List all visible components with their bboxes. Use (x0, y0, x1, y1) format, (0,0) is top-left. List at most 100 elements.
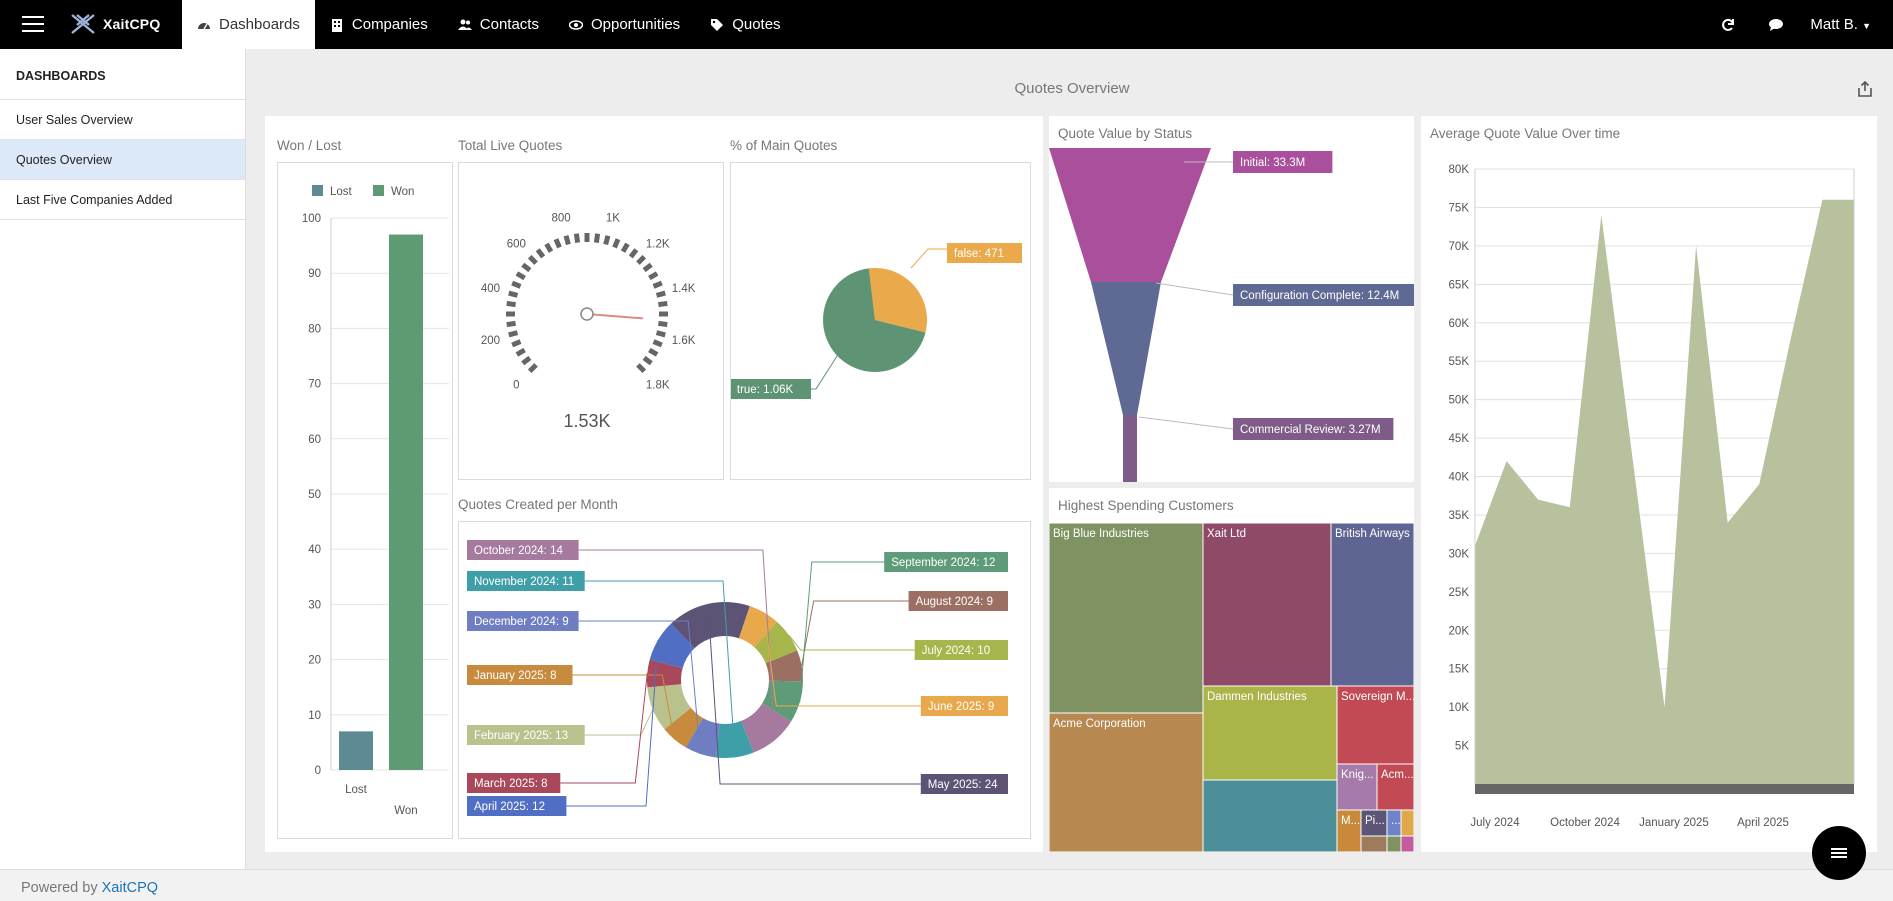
y-tick-label: 60K (1449, 318, 1470, 330)
donut-label: November 2024: 11 (474, 576, 574, 588)
sidebar-item-user-sales-overview[interactable]: User Sales Overview (0, 100, 245, 140)
funnel-label-box (1233, 151, 1333, 173)
app-name: XaitCPQ (103, 16, 161, 32)
donut-label: April 2025: 12 (474, 801, 545, 813)
y-tick-label: 20K (1449, 625, 1470, 637)
footer-link[interactable]: XaitCPQ (101, 880, 159, 896)
gauge-scale-segment (620, 242, 630, 253)
menu-icon[interactable] (22, 16, 44, 32)
per-month-chart: July 2024: 10 August 2024: 9 September 202… (458, 521, 1031, 839)
xait-logo-icon (71, 14, 95, 34)
eye-icon (568, 19, 583, 30)
donut-label: December 2024: 9 (474, 616, 569, 628)
donut-leader-line (788, 634, 915, 651)
treemap-label: British Airways (1335, 528, 1410, 540)
gauge-tick-label: 600 (507, 238, 526, 250)
y-tick-label: 35K (1449, 510, 1470, 522)
user-name: Matt B. (1810, 16, 1858, 33)
won-lost-svg: Lost Won 0 10 20 30 40 50 60 70 80 90 100 Lost Won (302, 185, 449, 817)
bar-lost (339, 731, 373, 770)
y-tick-label: 50 (308, 489, 321, 501)
gauge-tick-label: 200 (481, 335, 500, 347)
gauge-scale-segment (648, 347, 659, 357)
gauge-scale-segment (603, 235, 611, 246)
gauge-scale-segment (521, 355, 532, 366)
user-menu[interactable]: Matt B. ▼ (1800, 16, 1893, 33)
app-logo[interactable]: XaitCPQ (70, 13, 160, 35)
gauge-scale-segment (658, 300, 668, 308)
y-tick-label: 15K (1449, 664, 1470, 676)
donut-label-box (908, 591, 1008, 611)
gauge-scale-segment (658, 320, 668, 328)
sidebar-item-quotes-overview[interactable]: Quotes Overview (0, 140, 245, 180)
treemap-label: Knig... (1341, 769, 1374, 781)
sidebar: DASHBOARDS User Sales Overview Quotes Ov… (0, 49, 246, 869)
x-tick-label: October 2024 (1550, 817, 1620, 829)
sidebar-item-last-five-companies[interactable]: Last Five Companies Added (0, 180, 245, 220)
tag-icon (711, 18, 724, 31)
gauge-scale-segment (515, 271, 526, 281)
pie-label-true-box (729, 379, 811, 399)
export-button[interactable] (1856, 80, 1876, 100)
gauge-tick-label: 400 (481, 283, 500, 295)
y-tick-label: 65K (1449, 279, 1470, 291)
refresh-button[interactable] (1704, 18, 1752, 32)
nav-quotes[interactable]: Quotes (695, 0, 795, 49)
nav-dashboards[interactable]: Dashboards (182, 0, 315, 49)
nav-opportunities[interactable]: Opportunities (554, 0, 695, 49)
dashboard-icon (198, 22, 210, 29)
gauge-scale-segment (655, 290, 666, 298)
funnel-stage (1049, 148, 1211, 282)
treemap-label: M... (1341, 815, 1360, 827)
per-month-svg: July 2024: 10 August 2024: 9 September 202… (467, 540, 1008, 816)
floating-menu-button[interactable] (1812, 826, 1866, 880)
topbar-actions: Matt B. ▼ (1704, 0, 1893, 49)
y-tick-label: 45K (1449, 433, 1470, 445)
footer-text: Powered by XaitCPQ (21, 880, 158, 896)
legend-label-won: Won (391, 186, 414, 198)
x-tick-label: April 2025 (1737, 817, 1789, 829)
main-nav: Dashboards Companies Contacts Opportunit… (182, 0, 796, 49)
gauge-scale-segment (544, 242, 554, 253)
gauge-scale-segment (573, 233, 581, 243)
treemap-label: Acm... (1381, 769, 1414, 781)
avg-value-title: Average Quote Value Over time (1430, 126, 1621, 141)
refresh-icon (1722, 18, 1735, 31)
y-tick-label: 10K (1449, 702, 1470, 714)
building-icon (331, 18, 342, 32)
y-tick-label: 25K (1449, 587, 1470, 599)
chat-icon (1769, 18, 1784, 31)
panel-top-customers: Highest Spending Customers Big Blue Indu… (1049, 488, 1414, 852)
donut-label-box (467, 773, 561, 793)
donut-label-box (920, 696, 1008, 716)
chat-button[interactable] (1752, 18, 1800, 32)
gauge-scale-segment (535, 248, 546, 259)
treemap-label: Acme Corporation (1053, 718, 1146, 730)
donut-slice (715, 720, 754, 758)
treemap-tile (1360, 809, 1388, 837)
area-series (1475, 199, 1854, 784)
nav-contacts[interactable]: Contacts (443, 0, 554, 49)
pie-slice (868, 268, 927, 333)
gauge-scale-segment (527, 254, 538, 265)
gauge-tick-label: 1.4K (672, 283, 696, 295)
donut-label-box (884, 552, 1008, 572)
nav-companies[interactable]: Companies (315, 0, 443, 49)
funnel-label: Commercial Review: 3.27M (1240, 424, 1381, 436)
funnel-leader-line (1155, 282, 1234, 296)
list-icon (1831, 846, 1847, 860)
treemap-tile (1376, 763, 1414, 811)
gauge-scale-segment (511, 339, 522, 348)
gauge-scale-segment (506, 320, 516, 328)
x-tick-label-won: Won (394, 805, 417, 817)
pie-slice (823, 268, 926, 372)
donut-slice (741, 703, 792, 753)
pie-leader-line (910, 248, 947, 269)
donut-label: January 2025: 8 (474, 670, 556, 682)
donut-label-box (467, 571, 585, 591)
funnel-label-box (1233, 418, 1394, 440)
donut-leader-line (584, 580, 736, 758)
donut-slice (765, 650, 803, 682)
donut-label: June 2025: 9 (928, 701, 995, 713)
share-icon (1858, 80, 1872, 97)
